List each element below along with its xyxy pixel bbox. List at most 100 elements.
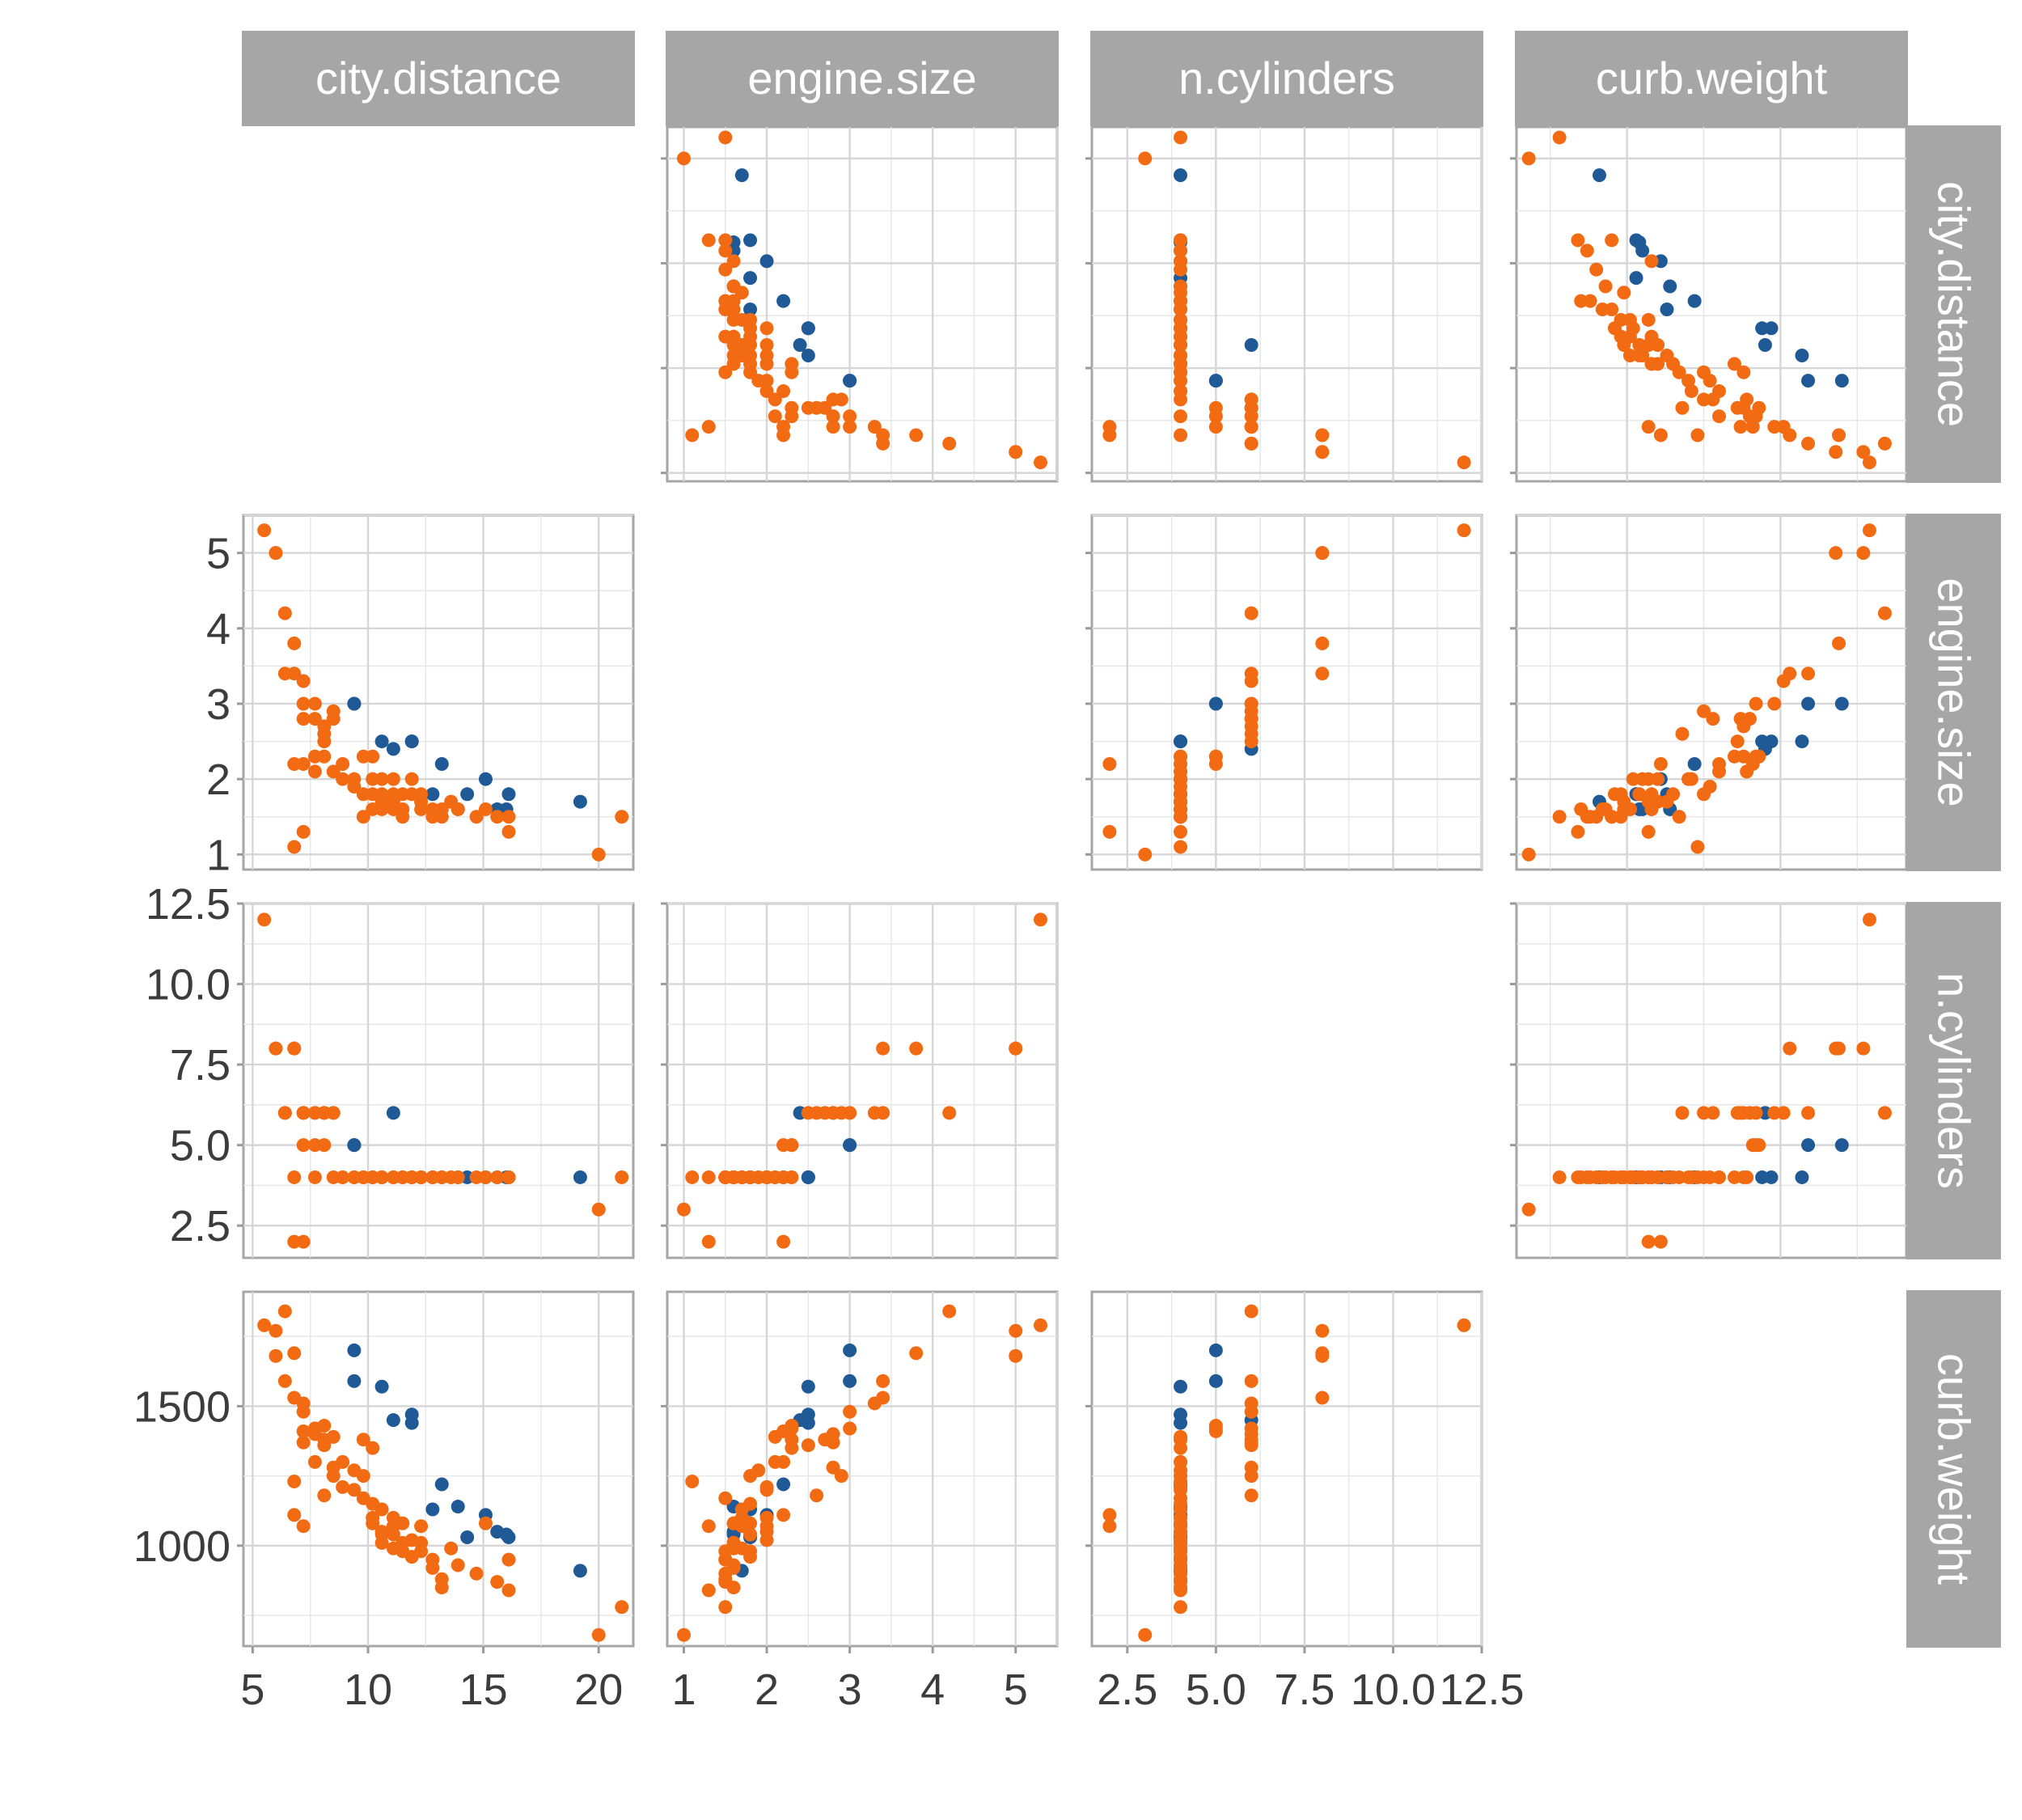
group_b-point xyxy=(1651,338,1665,352)
group_b-point xyxy=(727,254,741,268)
group_b-point xyxy=(1767,1106,1781,1120)
group_b-point xyxy=(1703,1170,1717,1184)
group_b-point xyxy=(1245,437,1258,451)
group_b-point xyxy=(308,750,322,764)
group_b-point xyxy=(1829,445,1842,459)
group_b-point xyxy=(827,420,840,434)
group_b-point xyxy=(327,764,341,778)
y-tick-label: 10.0 xyxy=(146,961,231,1009)
group_b-point xyxy=(615,810,628,823)
group_b-point xyxy=(1138,1628,1152,1642)
row-strip-city.distance: city.distance xyxy=(1906,125,2001,483)
group_b-point xyxy=(1245,1436,1258,1450)
group_b-point xyxy=(1697,705,1711,718)
group_b-point xyxy=(835,392,848,406)
group_b-point xyxy=(278,1305,292,1318)
group_b-point xyxy=(308,696,322,710)
group_b-point xyxy=(1712,764,1726,778)
row-strip-label: n.cylinders xyxy=(1929,972,1980,1189)
group_a-point xyxy=(1801,374,1815,387)
group_b-point xyxy=(1034,1318,1047,1332)
group_b-point xyxy=(1174,1584,1187,1598)
group_b-point xyxy=(843,409,857,423)
group_a-point xyxy=(435,1477,449,1491)
group_b-point xyxy=(1783,1042,1796,1056)
group_b-point xyxy=(1878,437,1892,451)
group_b-point xyxy=(1856,445,1870,459)
group_b-point xyxy=(1009,1042,1022,1056)
group_b-point xyxy=(336,1480,349,1494)
group_a-point xyxy=(451,1500,465,1513)
group_a-point xyxy=(843,374,857,387)
group_b-point xyxy=(776,428,790,442)
group_a-point xyxy=(501,1530,515,1544)
group_b-point xyxy=(1599,802,1613,816)
group_b-point xyxy=(1138,151,1152,165)
group_b-point xyxy=(1740,764,1753,778)
group_b-point xyxy=(1703,780,1717,794)
group_b-point xyxy=(257,912,271,926)
group_b-point xyxy=(1315,637,1329,650)
group_a-point xyxy=(1174,1416,1187,1430)
group_b-point xyxy=(1315,546,1329,560)
group_b-point xyxy=(1734,1106,1748,1120)
group_b-point xyxy=(868,420,882,434)
group_b-point xyxy=(1832,637,1846,650)
group_b-point xyxy=(1642,772,1656,786)
group_b-point xyxy=(317,1106,331,1120)
group_b-point xyxy=(751,1463,765,1477)
group_b-point xyxy=(1697,1106,1711,1120)
group_b-point xyxy=(287,1508,301,1522)
group_a-point xyxy=(1795,734,1808,748)
group_b-point xyxy=(327,1430,341,1444)
group_b-point xyxy=(1174,795,1187,809)
group_b-point xyxy=(297,712,311,726)
group_a-point xyxy=(460,787,474,801)
group_b-point xyxy=(1315,1391,1329,1405)
y-tick-label: 2.5 xyxy=(170,1202,231,1251)
group_b-point xyxy=(297,825,311,839)
group_b-point xyxy=(1626,772,1640,786)
group_b-point xyxy=(1703,374,1717,387)
group_b-point xyxy=(718,233,732,247)
group_b-point xyxy=(1829,546,1842,560)
group_b-point xyxy=(735,1511,749,1525)
group_b-point xyxy=(1856,1042,1870,1056)
group_b-point xyxy=(1675,727,1689,741)
group_b-point xyxy=(735,313,749,327)
group_a-point xyxy=(405,734,419,748)
group_b-point xyxy=(278,667,292,680)
group_b-point xyxy=(876,437,890,451)
group_b-point xyxy=(1457,523,1471,537)
group_b-point xyxy=(1878,1106,1892,1120)
group_a-point xyxy=(1663,279,1677,293)
group_a-point xyxy=(1593,168,1606,182)
group_a-point xyxy=(802,1170,815,1184)
group_b-point xyxy=(718,366,732,379)
group_b-point xyxy=(1174,254,1187,268)
group_b-point xyxy=(776,1235,790,1249)
group_a-point xyxy=(1835,696,1849,710)
group_b-point xyxy=(1617,286,1631,299)
group_b-point xyxy=(479,802,493,816)
group_a-point xyxy=(776,1477,790,1491)
group_b-point xyxy=(327,1469,341,1483)
group_a-point xyxy=(1801,1138,1815,1152)
group_b-point xyxy=(768,409,782,423)
group_b-point xyxy=(1734,420,1748,434)
group_b-point xyxy=(1697,392,1711,406)
group_b-point xyxy=(479,1170,493,1184)
group_a-point xyxy=(1835,374,1849,387)
group_b-point xyxy=(843,1405,857,1419)
group_b-point xyxy=(909,1346,923,1360)
group_b-point xyxy=(1589,263,1603,277)
group_b-point xyxy=(751,374,765,387)
row-strip-label: city.distance xyxy=(1929,181,1980,427)
group_b-point xyxy=(760,1483,774,1496)
group_b-point xyxy=(1728,750,1741,764)
y-tick-label: 1 xyxy=(206,831,231,879)
panel-n.cylinders-vs-engine.size xyxy=(661,904,1057,1258)
group_b-point xyxy=(501,810,515,823)
group_b-point xyxy=(357,810,370,823)
group_b-point xyxy=(1245,712,1258,726)
